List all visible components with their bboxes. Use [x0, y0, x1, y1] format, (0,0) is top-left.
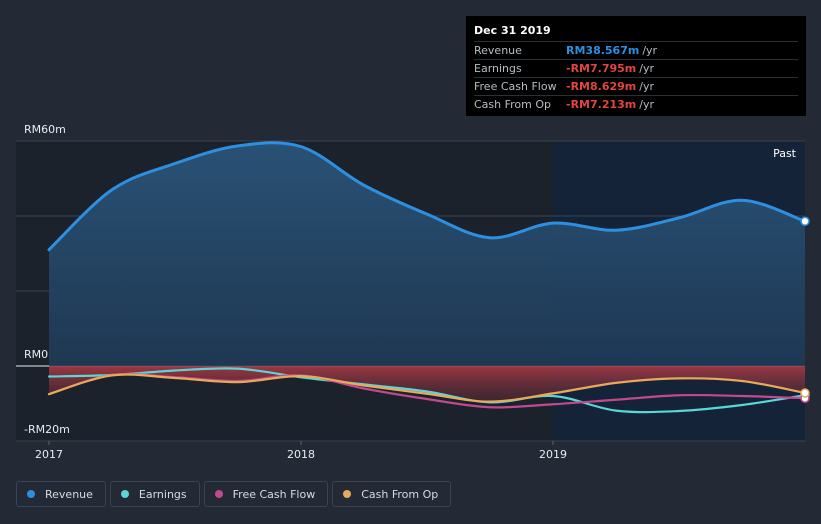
legend-dot-icon — [214, 490, 223, 498]
tooltip-title: Dec 31 2019 — [474, 24, 551, 37]
tooltip-row-name: Earnings — [474, 62, 522, 75]
x-tick-label: 2018 — [287, 448, 315, 461]
legend-label: Revenue — [45, 487, 93, 501]
x-tick-label: 2019 — [539, 448, 567, 461]
tooltip-row-value: RM38.567m — [566, 44, 640, 57]
legend-label: Earnings — [138, 487, 187, 501]
legend-item-cash-from-op[interactable]: Cash From Op — [332, 481, 452, 507]
tooltip-row-unit: /yr — [639, 98, 654, 111]
tooltip-row: Earnings -RM7.795m/yr — [474, 59, 798, 77]
tooltip-row-unit: /yr — [642, 44, 658, 57]
tooltip-row-unit: /yr — [639, 80, 654, 93]
tooltip: Dec 31 2019 Revenue RM38.567m/yr Earnings -… — [466, 16, 806, 116]
y-tick-label: RM0 — [24, 348, 48, 361]
legend-label: Free Cash Flow — [232, 487, 316, 501]
tooltip-row-name: Cash From Op — [474, 98, 552, 111]
tooltip-row-value: -RM7.795m — [566, 62, 637, 75]
legend-item-revenue[interactable]: Revenue — [16, 481, 106, 507]
tooltip-row-unit: /yr — [639, 62, 654, 75]
tooltip-row-value: -RM8.629m — [566, 80, 637, 93]
y-tick-label: RM60m — [24, 123, 66, 136]
legend-dot-icon — [343, 490, 352, 498]
past-label: Past — [773, 147, 797, 160]
legend-dot-icon — [27, 490, 35, 498]
cash-from-op-line — [47, 373, 807, 403]
revenue-line — [47, 141, 807, 252]
cash-from-op-point — [800, 388, 810, 398]
legend-dot-icon — [120, 490, 129, 498]
legend: Revenue Earnings Free Cash Flow Cash From O… — [16, 481, 452, 507]
cash-from-op-area — [49, 366, 805, 402]
tooltip-row-value: -RM7.213m — [566, 98, 637, 111]
x-tick-label: 2017 — [35, 448, 63, 461]
tooltip-row: Revenue RM38.567m/yr — [474, 41, 798, 59]
y-tick-label: -RM20m — [24, 423, 70, 436]
earnings-line — [47, 367, 807, 414]
tooltip-row-name: Free Cash Flow — [474, 80, 557, 93]
tooltip-row: Cash From Op -RM7.213m/yr — [474, 95, 798, 113]
tooltip-row-name: Revenue — [474, 44, 522, 57]
legend-label: Cash From Op — [361, 487, 439, 501]
legend-item-free-cash-flow[interactable]: Free Cash Flow — [203, 481, 329, 507]
revenue-point — [800, 216, 810, 226]
revenue-area — [49, 142, 805, 366]
legend-item-earnings[interactable]: Earnings — [109, 481, 200, 507]
tooltip-row: Free Cash Flow -RM8.629m/yr — [474, 77, 798, 95]
